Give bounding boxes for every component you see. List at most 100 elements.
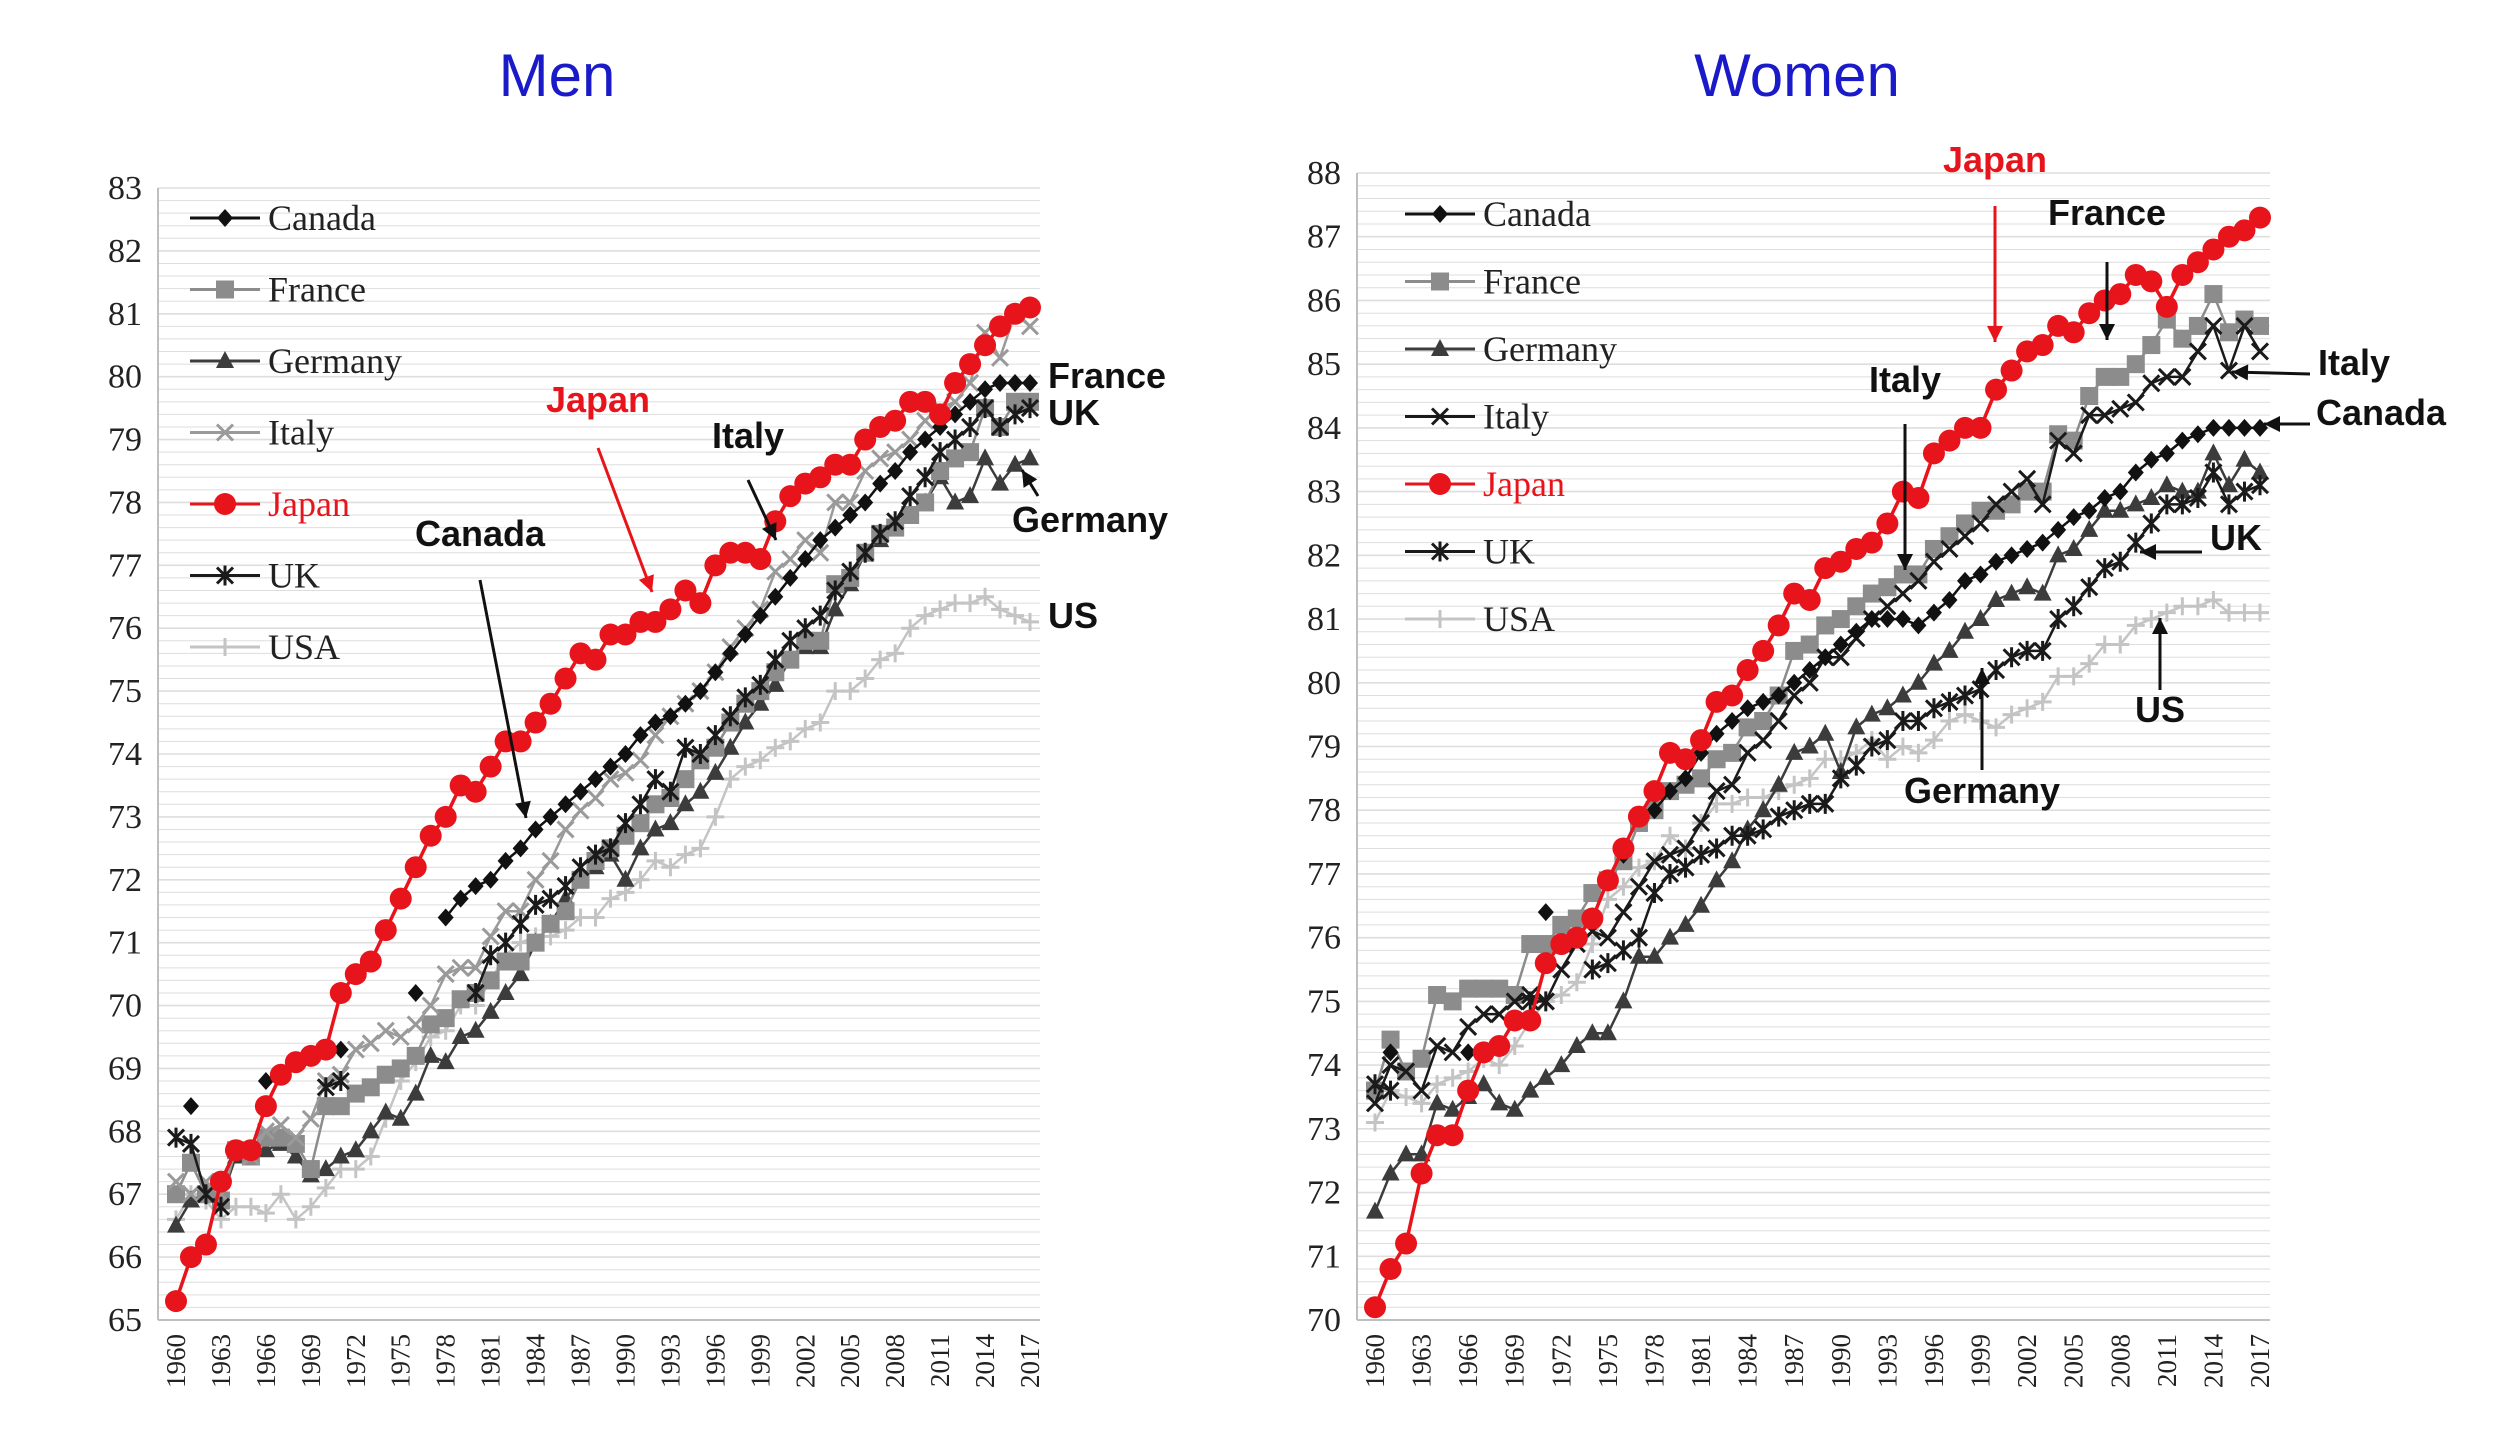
point-italy — [2219, 361, 2239, 380]
point-italy — [2250, 342, 2270, 361]
point-france — [346, 1084, 365, 1103]
point-uk — [1707, 838, 1726, 859]
point-italy — [601, 770, 620, 789]
y-tick-label: 72 — [108, 862, 142, 899]
point-germany — [1987, 589, 2006, 607]
point-usa — [1443, 1068, 1462, 1087]
annotation-label: Canada — [415, 513, 546, 554]
point-japan — [329, 981, 352, 1004]
point-japan — [1441, 1124, 1464, 1147]
point-canada — [617, 745, 634, 763]
series-women — [1364, 206, 2271, 1319]
point-canada — [2205, 418, 2222, 437]
point-japan — [464, 780, 487, 803]
y-tick-label: 73 — [1307, 1111, 1341, 1148]
point-japan — [1829, 550, 1852, 573]
point-italy — [1443, 1043, 1462, 1062]
point-japan — [1379, 1258, 1402, 1281]
y-tick-label: 84 — [1307, 410, 1341, 447]
point-germany — [991, 473, 1010, 491]
point-japan — [479, 755, 502, 778]
x-tick-label: 1981 — [1686, 1334, 1716, 1388]
point-uk — [1381, 1080, 1400, 1101]
x-tick-label: 1984 — [521, 1334, 551, 1389]
point-usa — [1924, 731, 1943, 750]
point-germany — [1847, 717, 1866, 735]
legend-label: Japan — [1483, 464, 1565, 504]
point-italy — [2235, 316, 2254, 335]
point-usa — [1661, 826, 1679, 845]
point-france — [1878, 578, 1897, 597]
legend-marker-usa — [216, 638, 234, 656]
point-japan — [419, 824, 442, 847]
point-canada — [662, 707, 679, 726]
legend-label: UK — [268, 556, 320, 596]
point-japan — [554, 667, 577, 690]
point-italy — [2126, 393, 2145, 412]
point-france — [2204, 285, 2223, 304]
point-uk — [796, 618, 815, 639]
point-italy — [406, 1015, 425, 1034]
point-germany — [1614, 991, 1633, 1009]
x-tick-label: 1972 — [341, 1334, 371, 1388]
y-tick-label: 88 — [1307, 155, 1341, 192]
point-germany — [1661, 927, 1679, 945]
point-usa — [2033, 692, 2052, 711]
point-germany — [1006, 454, 1025, 472]
point-italy — [2064, 444, 2083, 463]
point-italy — [2173, 367, 2192, 386]
point-italy — [1971, 514, 1990, 533]
x-tick-label: 1996 — [1919, 1334, 1949, 1388]
legend-marker-usa — [1431, 610, 1449, 628]
y-tick-label: 82 — [1307, 537, 1341, 574]
point-canada — [2127, 463, 2144, 482]
point-italy — [1955, 527, 1975, 546]
point-germany — [2095, 500, 2114, 518]
annotation-label: UK — [2210, 517, 2262, 558]
arrowhead — [2152, 618, 2168, 634]
point-japan — [254, 1095, 277, 1118]
point-uk — [2126, 532, 2145, 553]
point-japan — [584, 648, 607, 671]
point-italy — [361, 1034, 380, 1053]
point-italy — [556, 820, 575, 839]
point-japan — [854, 428, 877, 451]
y-tick-label: 73 — [108, 799, 142, 836]
point-italy — [1396, 1062, 1416, 1081]
point-germany — [736, 712, 755, 730]
point-canada — [1941, 590, 1958, 609]
annotation-label: France — [1048, 355, 1166, 396]
point-japan — [1426, 1124, 1449, 1147]
point-italy — [1893, 584, 1912, 603]
point-usa — [1412, 1094, 1431, 1113]
x-tick-label: 1999 — [1966, 1334, 1996, 1388]
point-germany — [2111, 500, 2130, 518]
point-usa — [1785, 775, 1804, 794]
point-italy — [990, 348, 1010, 367]
point-canada — [2189, 425, 2206, 444]
point-germany — [2033, 583, 2052, 601]
point-usa — [2142, 610, 2161, 629]
legend-item-italy: Italy — [1405, 397, 1549, 437]
point-germany — [316, 1159, 335, 1177]
series-usa — [1366, 590, 2269, 1132]
point-japan — [689, 592, 712, 615]
legend-marker-japan — [1429, 473, 1451, 495]
point-germany — [2049, 545, 2068, 563]
y-tick-label: 71 — [108, 925, 142, 962]
point-usa — [916, 606, 935, 625]
annotation-japan: Japan — [546, 379, 654, 593]
point-france — [2251, 316, 2269, 335]
point-italy — [961, 373, 980, 393]
point-japan — [434, 805, 457, 828]
point-canada — [752, 606, 769, 625]
point-canada — [782, 568, 799, 587]
point-italy — [1940, 539, 1959, 559]
x-tick-label: 2014 — [2198, 1334, 2228, 1389]
point-italy — [1614, 903, 1633, 922]
point-uk — [1583, 959, 1602, 980]
point-usa — [976, 587, 995, 606]
point-germany — [2251, 462, 2269, 480]
